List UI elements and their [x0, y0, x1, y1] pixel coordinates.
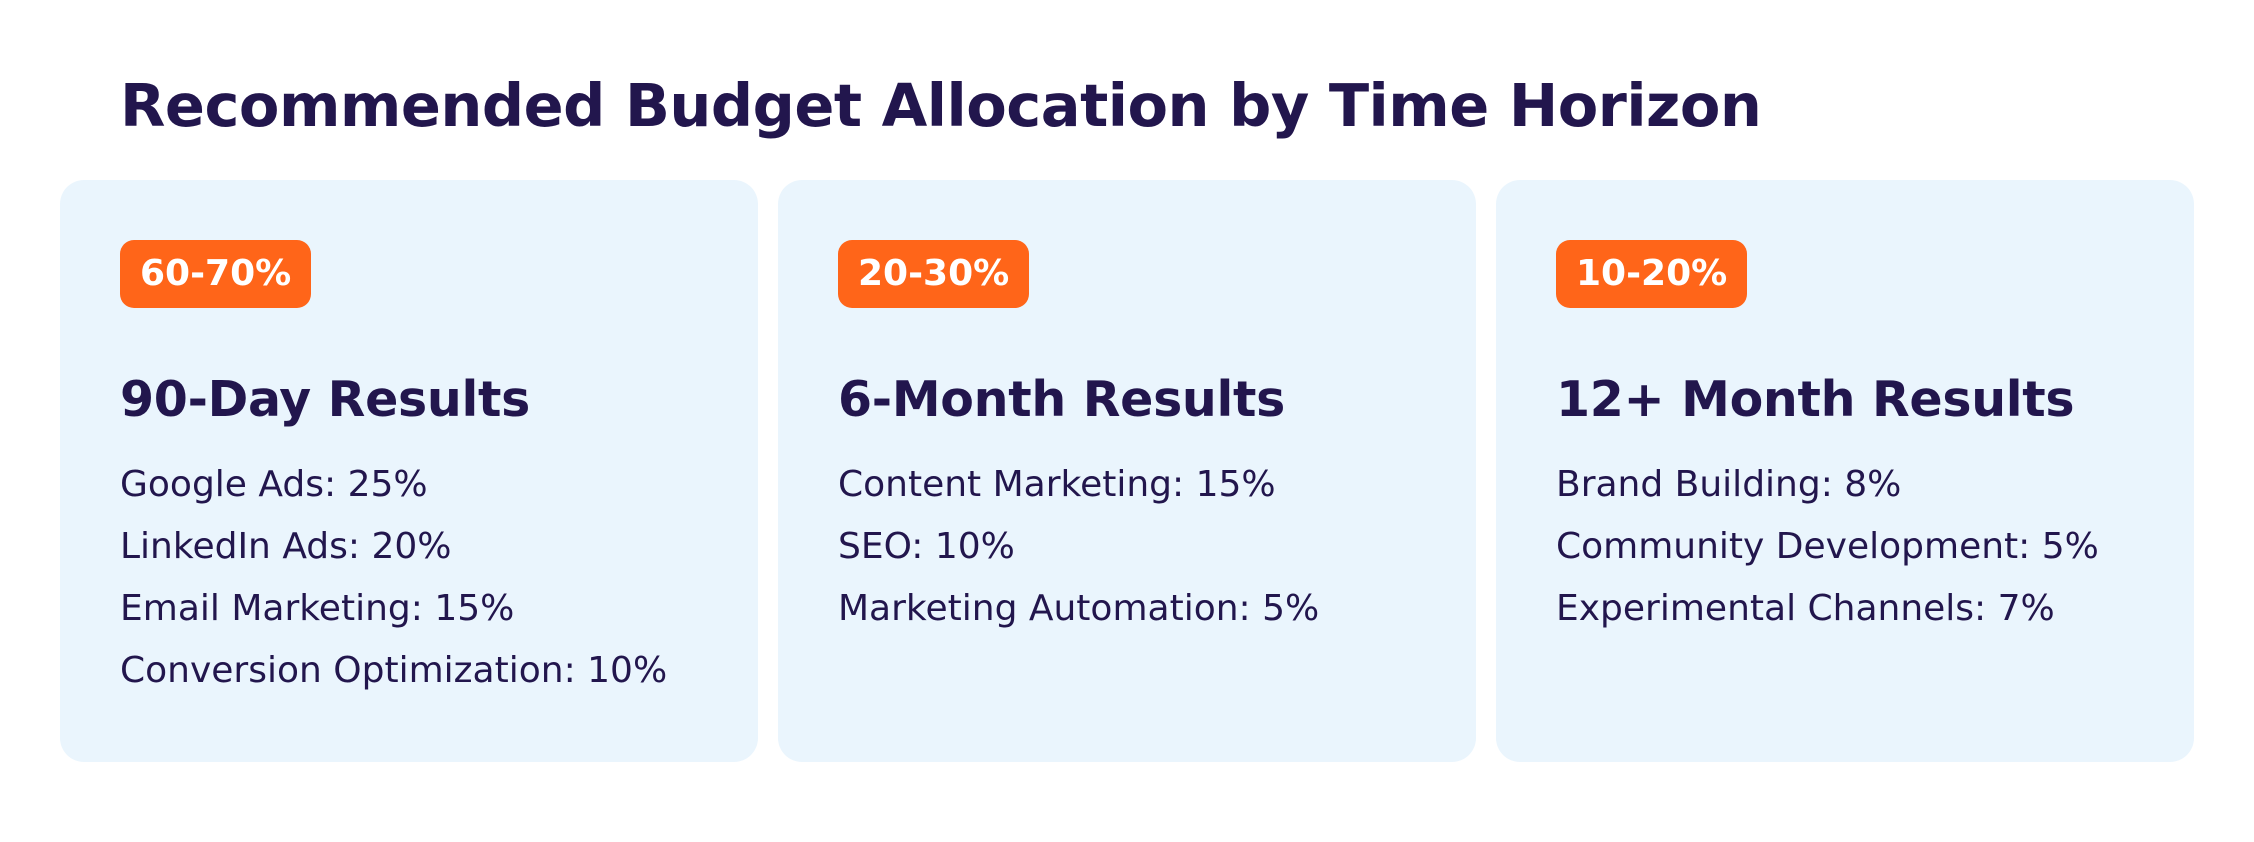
channel-item: Brand Building: 8% [1556, 464, 1902, 505]
channel-item: Google Ads: 25% [120, 464, 428, 505]
card-title: 6-Month Results [838, 371, 1286, 428]
channel-item: SEO: 10% [838, 526, 1015, 567]
card-6-month-results: 20-30% 6-Month Results Content Marketing… [778, 180, 1476, 762]
page-title: Recommended Budget Allocation by Time Ho… [120, 71, 1762, 140]
card-90-day-results: 60-70% 90-Day Results Google Ads: 25% Li… [60, 180, 758, 762]
card-title: 90-Day Results [120, 371, 530, 428]
time-horizon-cards: 60-70% 90-Day Results Google Ads: 25% Li… [60, 180, 2194, 762]
allocation-range-badge: 20-30% [838, 240, 1030, 308]
channel-item: LinkedIn Ads: 20% [120, 526, 452, 567]
card-12-plus-month-results: 10-20% 12+ Month Results Brand Building:… [1496, 180, 2194, 762]
channel-item: Conversion Optimization: 10% [120, 650, 668, 691]
channel-item: Community Development: 5% [1556, 526, 2099, 567]
channel-item: Marketing Automation: 5% [838, 588, 1320, 629]
channel-list: Content Marketing: 15% SEO: 10% Marketin… [838, 454, 1416, 640]
allocation-range-badge: 10-20% [1556, 240, 1748, 308]
channel-item: Experimental Channels: 7% [1556, 588, 2055, 629]
channel-item: Email Marketing: 15% [120, 588, 515, 629]
channel-item: Content Marketing: 15% [838, 464, 1276, 505]
allocation-range-badge: 60-70% [120, 240, 312, 308]
channel-list: Google Ads: 25% LinkedIn Ads: 20% Email … [120, 454, 698, 702]
card-title: 12+ Month Results [1556, 371, 2075, 428]
channel-list: Brand Building: 8% Community Development… [1556, 454, 2134, 640]
